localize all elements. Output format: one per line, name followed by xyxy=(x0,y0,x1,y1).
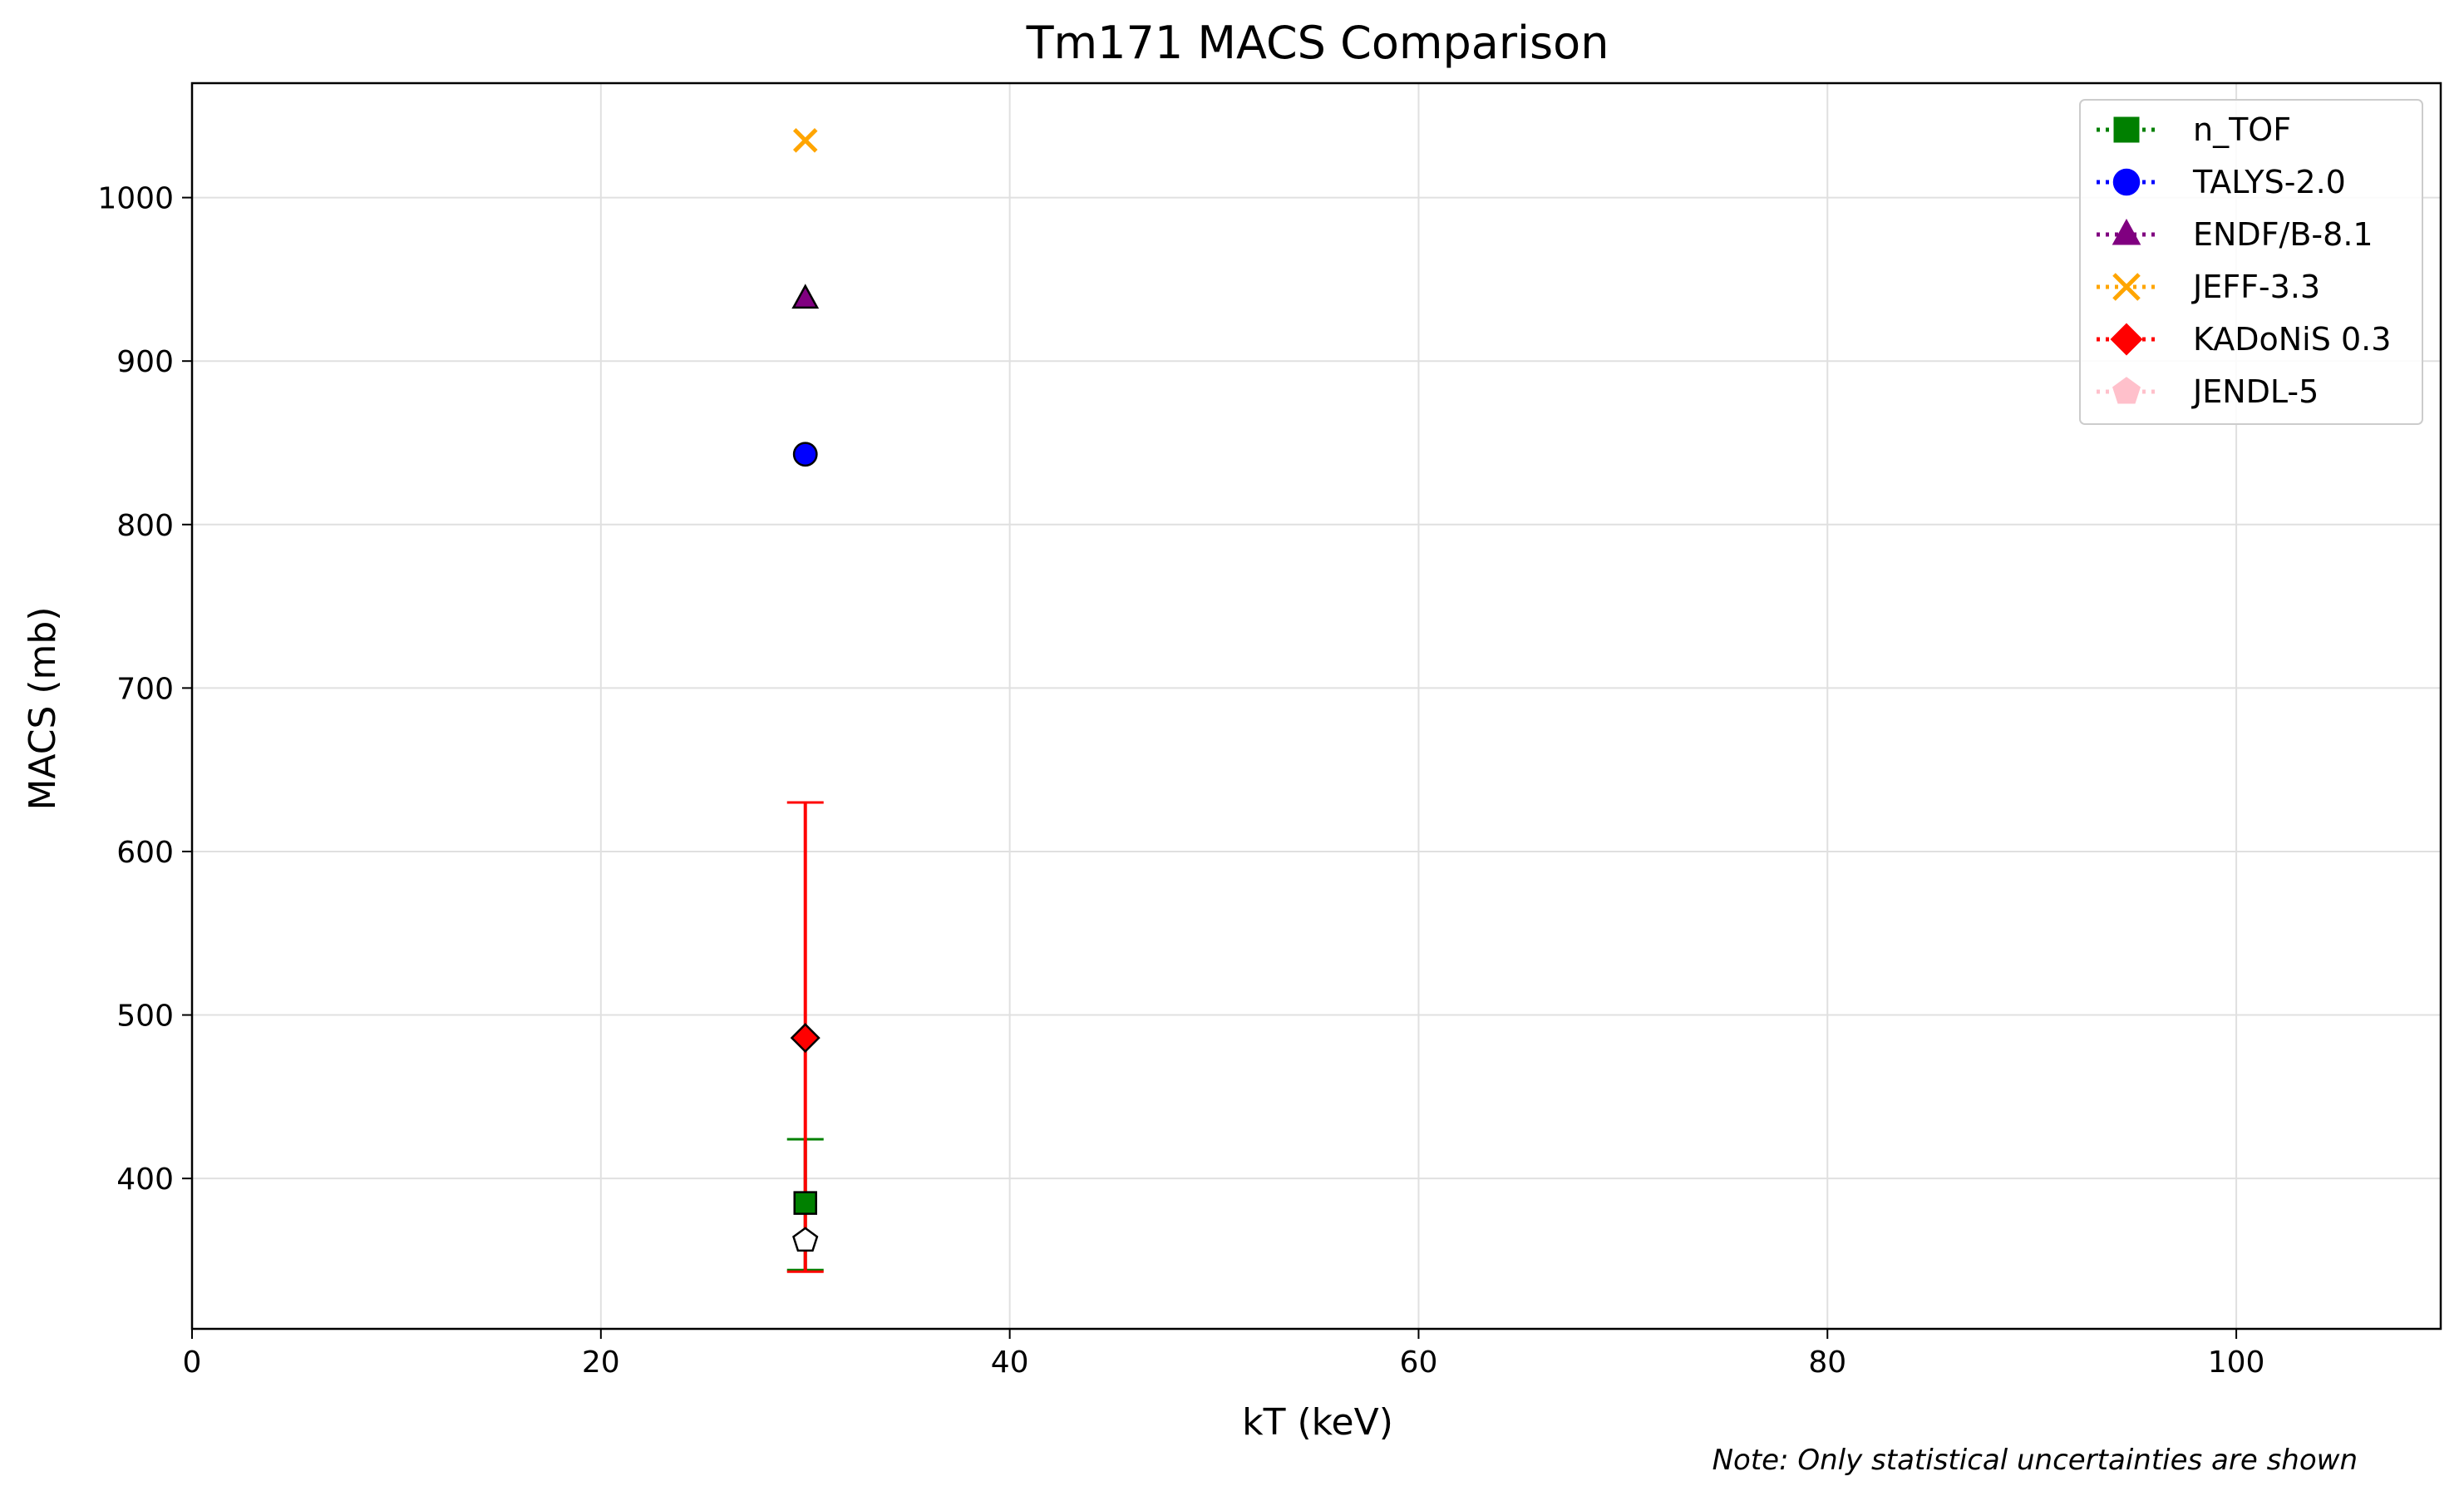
y-tick-label: 1000 xyxy=(97,182,174,216)
legend-label: JENDL-5 xyxy=(2191,373,2319,410)
x-axis-label: kT (keV) xyxy=(1242,1401,1393,1444)
legend-label: ENDF/B-8.1 xyxy=(2193,216,2373,253)
legend-item-n-tof: n_TOF xyxy=(2097,111,2291,148)
legend-marker xyxy=(2113,116,2140,143)
legend-marker xyxy=(2112,168,2141,196)
legend-marker xyxy=(2112,377,2141,404)
legend-label: n_TOF xyxy=(2193,111,2291,148)
chart-title: Tm171 MACS Comparison xyxy=(1026,17,1609,69)
y-tick-label: 700 xyxy=(116,672,174,706)
x-tick-label: 0 xyxy=(183,1345,202,1380)
x-tick-label: 40 xyxy=(991,1345,1029,1380)
legend-box xyxy=(2079,99,2423,425)
y-tick-label: 500 xyxy=(116,1000,174,1034)
data-point-endf-b-8-1 xyxy=(791,284,820,309)
legend-label: TALYS-2.0 xyxy=(2192,164,2346,200)
x-tick-label: 80 xyxy=(1808,1345,1846,1380)
x-tick-label: 100 xyxy=(2208,1345,2265,1380)
grid xyxy=(191,83,2441,1329)
x-marker-stroke xyxy=(2112,273,2141,301)
data-point-jendl-5 xyxy=(792,1227,819,1252)
legend: n_TOF TALYS-2.0 ENDF/B-8.1 JEFF-3.3 KADoNiS … xyxy=(2079,99,2423,425)
data-point-kadonis-0-3 xyxy=(790,1023,821,1054)
legend-marker xyxy=(2112,218,2141,245)
y-tick-label: 400 xyxy=(116,1163,174,1197)
legend-item-talys-2-0: TALYS-2.0 xyxy=(2097,164,2346,200)
y-tick-label: 900 xyxy=(116,345,174,379)
y-tick-label: 800 xyxy=(116,509,174,543)
data-marks xyxy=(786,128,824,1273)
legend-item-kadonis-0-3: KADoNiS 0.3 xyxy=(2097,321,2391,358)
y-axis-label: MACS (mb) xyxy=(22,606,64,810)
x-tick-label: 60 xyxy=(1400,1345,1438,1380)
data-point-talys-2-0 xyxy=(792,442,818,467)
legend-item-jeff-3-3: JEFF-3.3 xyxy=(2097,269,2320,305)
legend-item-endf-b-8-1: ENDF/B-8.1 xyxy=(2097,216,2373,253)
legend-marker xyxy=(2110,323,2143,356)
x-tick-label: 20 xyxy=(582,1345,620,1380)
legend-label: JEFF-3.3 xyxy=(2191,269,2320,305)
x-marker-stroke xyxy=(792,128,818,153)
data-point-jeff-3-3 xyxy=(792,128,818,153)
footnote: Note: Only statistical uncertainties are… xyxy=(1712,1444,2358,1477)
y-tick-label: 600 xyxy=(116,836,174,870)
data-point-n-tof xyxy=(793,1191,817,1215)
legend-label: KADoNiS 0.3 xyxy=(2193,321,2391,358)
legend-item-jendl-5: JENDL-5 xyxy=(2097,373,2319,410)
axis-ticks: 0 20 40 60 80 100 400 500 600 700 800 900 1000 xyxy=(97,182,2264,1380)
legend-marker xyxy=(2112,273,2141,301)
plot-area xyxy=(190,81,2442,1331)
